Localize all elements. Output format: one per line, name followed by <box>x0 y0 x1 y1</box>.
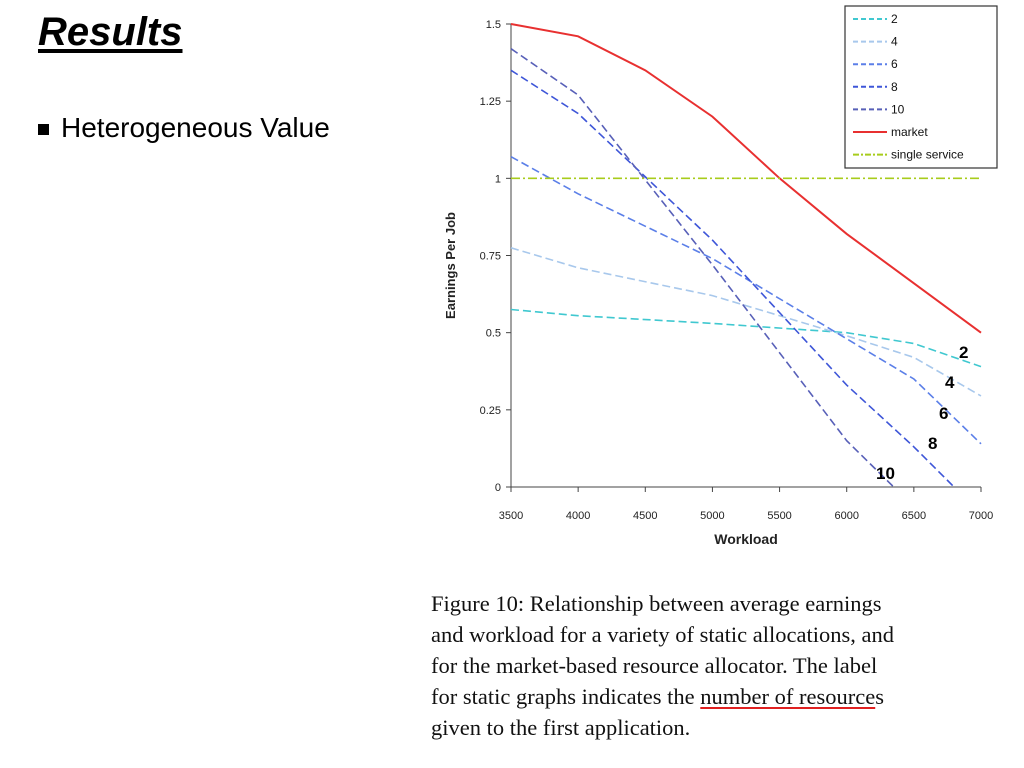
end-label-4: 4 <box>945 373 955 392</box>
legend-label-market: market <box>891 125 928 139</box>
end-label-2: 2 <box>959 343 968 362</box>
bullet-item: Heterogeneous Value <box>38 112 330 144</box>
earnings-workload-chart: 0 0.25 0.5 0.75 1 1.25 1.5 3500 4000 4500 5000 5500… <box>443 5 998 547</box>
legend-box <box>844 5 998 169</box>
caption-line-4-tail: s <box>875 684 884 709</box>
y-tick-label: 1 <box>495 173 501 185</box>
figure-caption: Figure 10: Relationship between average … <box>431 588 1016 743</box>
end-label-8: 8 <box>928 434 937 453</box>
legend-label-2: 2 <box>891 12 898 26</box>
x-tick-label: 5000 <box>700 510 724 522</box>
bullet-square-icon <box>38 123 49 135</box>
y-axis-label: Earnings Per Job <box>443 212 458 319</box>
series-line-4 <box>510 247 982 397</box>
x-tick-label: 4000 <box>566 510 590 522</box>
series-line-market <box>510 23 982 334</box>
series-line-10 <box>510 48 895 488</box>
caption-line-1: Figure 10: Relationship between average … <box>431 591 882 616</box>
caption-line-4-start: for static graphs indicates the <box>431 684 701 709</box>
series-line-8 <box>510 69 955 488</box>
x-tick-label: 4500 <box>633 510 657 522</box>
x-tick-label: 6500 <box>902 510 926 522</box>
y-tick-label: 1.5 <box>486 19 501 31</box>
y-tick-label: 0 <box>495 482 501 494</box>
legend-label-4: 4 <box>891 35 898 49</box>
series-line-6 <box>510 155 982 445</box>
caption-line-2: and workload for a variety of static all… <box>431 622 894 647</box>
x-tick-label: 7000 <box>969 510 993 522</box>
caption-line-3: for the market-based resource allocator.… <box>431 653 878 678</box>
x-tick-label: 6000 <box>834 510 858 522</box>
bullet-text: Heterogeneous Value <box>61 112 330 143</box>
caption-underlined-phrase: number of resource <box>700 684 876 709</box>
caption-line-5: given to the first application. <box>431 715 691 740</box>
x-tick-label: 5500 <box>767 510 791 522</box>
x-tick-label: 3500 <box>499 510 523 522</box>
legend-label-single-service: single service <box>891 148 964 162</box>
y-tick-label: 1.25 <box>480 96 501 108</box>
caption-line-4: for static graphs indicates the number o… <box>431 681 1016 712</box>
legend-label-8: 8 <box>891 80 898 94</box>
legend-label-6: 6 <box>891 57 898 71</box>
end-label-6: 6 <box>939 404 948 423</box>
slide-title: Results <box>38 10 183 54</box>
x-axis-label: Workload <box>714 531 778 547</box>
y-tick-label: 0.75 <box>480 251 501 263</box>
series-line-2 <box>510 308 982 368</box>
legend-label-10: 10 <box>891 102 905 116</box>
y-tick-label: 0.5 <box>486 328 501 340</box>
end-label-10: 10 <box>876 464 895 483</box>
y-tick-label: 0.25 <box>480 405 501 417</box>
